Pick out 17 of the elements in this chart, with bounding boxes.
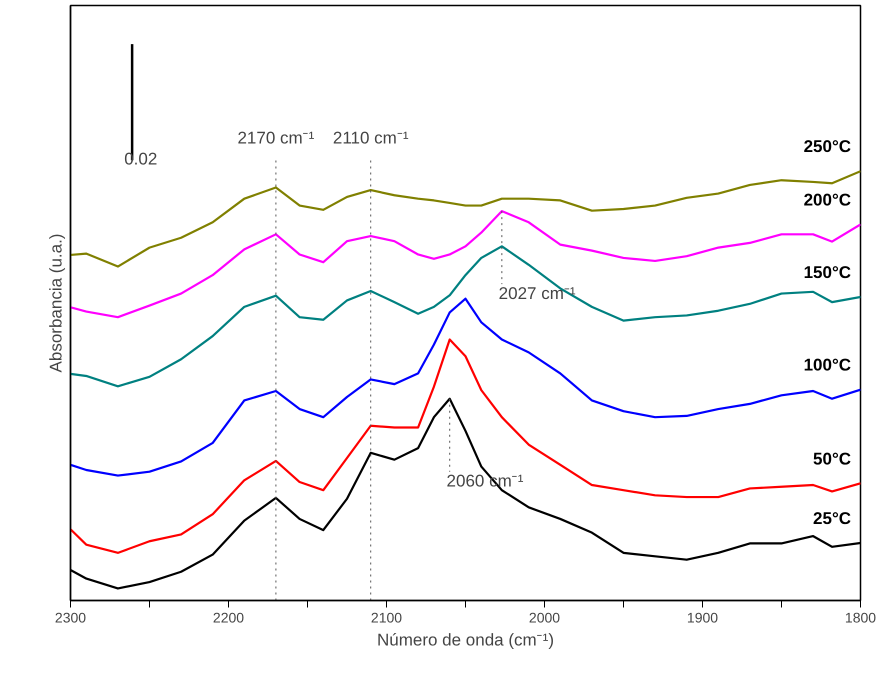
series-label: 200°C	[804, 190, 852, 210]
x-tick-label: 2100	[370, 610, 402, 626]
series-label: 100°C	[804, 356, 852, 375]
x-tick-label: 1800	[844, 610, 876, 626]
ref-line-label: 2110 cm⁻¹	[332, 128, 409, 148]
x-tick-label: 2200	[212, 610, 244, 626]
x-tick-label: 2300	[54, 610, 86, 626]
y-axis-title: Absorbancia (u.a.)	[46, 234, 66, 372]
series-label: 250°C	[804, 137, 852, 156]
text: 0.02	[124, 149, 158, 168]
series-label: 25°C	[813, 508, 852, 528]
ref-line-label: 2170 cm⁻¹	[237, 128, 315, 148]
series-label: 150°C	[804, 262, 852, 282]
series-label: 50°C	[813, 449, 852, 468]
x-tick-label: 1900	[686, 610, 718, 626]
x-axis-title: Número de onda (cm⁻¹)	[377, 630, 554, 650]
x-tick-label: 2000	[528, 610, 560, 626]
